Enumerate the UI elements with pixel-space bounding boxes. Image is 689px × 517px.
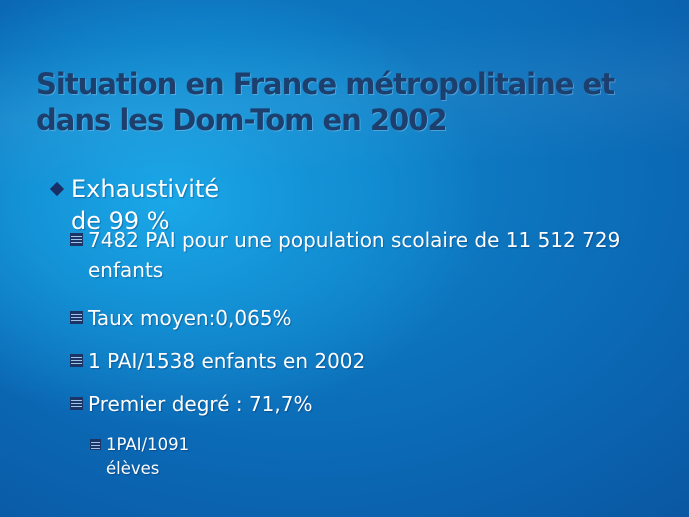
slide-title-line-2: dans les Dom-Tom en 2002 <box>36 103 448 137</box>
bullet-premier-degre: Premier degré : 71,7% <box>70 389 660 419</box>
square-bullet-icon <box>70 311 83 324</box>
bullet-text: Taux moyen:0,065% <box>88 306 292 330</box>
bullet-pai-eleves: 1PAI/1091 élèves <box>90 433 189 481</box>
bullet-pai-population: 7482 PAI pour une population scolaire de… <box>70 225 660 285</box>
bullet-text: Exhaustivité de 99 % <box>71 175 220 235</box>
bullet-text: Premier degré : 71,7% <box>88 392 313 416</box>
bullet-text: 1PAI/1091 élèves <box>106 435 190 478</box>
bullet-taux-moyen: Taux moyen:0,065% <box>70 303 660 333</box>
bullet-exhaustivite: Exhaustivité de 99 % <box>46 173 219 237</box>
bullet-pai-enfants: 1 PAI/1538 enfants en 2002 <box>70 346 660 376</box>
square-bullet-icon <box>90 439 101 450</box>
bullet-text: 1 PAI/1538 enfants en 2002 <box>88 349 366 373</box>
square-bullet-icon <box>70 397 83 410</box>
diamond-bullet-icon <box>49 181 65 197</box>
square-bullet-icon <box>70 233 83 246</box>
bullet-text: 7482 PAI pour une population scolaire de… <box>88 228 621 282</box>
square-bullet-icon <box>70 354 83 367</box>
slide-title: Situation en France métropolitaine et da… <box>36 66 676 138</box>
slide-title-line-1: Situation en France métropolitaine et <box>36 67 615 101</box>
